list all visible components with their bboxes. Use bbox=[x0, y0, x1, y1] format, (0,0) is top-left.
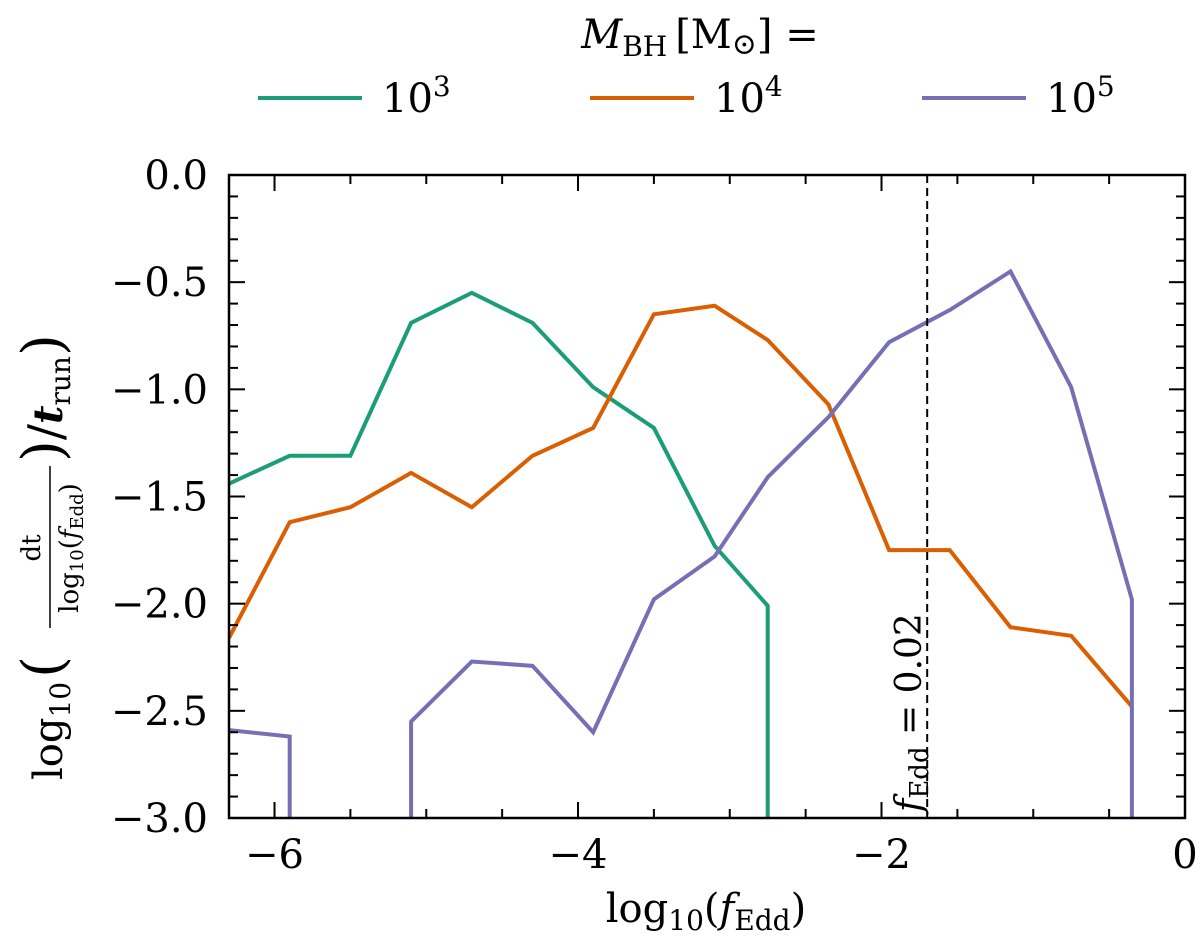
y-tick-label: −0.5 bbox=[111, 260, 208, 306]
y-label-denominator: log10(fEdd) bbox=[55, 483, 88, 613]
legend-label-1e3: 103 bbox=[382, 70, 451, 122]
x-tick-label: −2 bbox=[852, 832, 911, 878]
x-tick-label: 0 bbox=[1172, 832, 1197, 878]
x-tick-label: −6 bbox=[245, 832, 304, 878]
series-line-1e5 bbox=[409, 268, 1134, 818]
svg-text:)/trun): )/trun) bbox=[11, 334, 77, 462]
svg-text:log10(: log10( bbox=[11, 656, 77, 780]
legend-title: MBH [M⊙] = bbox=[580, 12, 819, 63]
y-axis-label: log10( dt log10(fEdd) )/trun) bbox=[11, 334, 88, 780]
legend-label-1e4: 104 bbox=[714, 70, 783, 122]
y-tick-label: −2.5 bbox=[111, 689, 208, 735]
y-tick-label: 0.0 bbox=[144, 153, 208, 199]
legend-label-1e5: 105 bbox=[1046, 70, 1115, 122]
y-tick-label: −1.0 bbox=[111, 367, 208, 413]
legend: MBH [M⊙] = 103 104 105 bbox=[258, 12, 1115, 122]
reference-line-label: fEdd = 0.02 bbox=[889, 613, 935, 815]
x-tick-label: −4 bbox=[549, 832, 608, 878]
series-line-1e5 bbox=[229, 728, 292, 818]
series-layer bbox=[229, 268, 1134, 818]
ticks: −6 −4 −2 0 0.0 −0.5 −1.0 −1.5 −2.0 −2.5 −3.0 bbox=[111, 153, 1198, 878]
y-tick-label: −3.0 bbox=[111, 796, 208, 842]
x-axis-label: log10(fEdd) bbox=[606, 886, 806, 937]
series-line-1e3 bbox=[229, 290, 770, 818]
y-label-numerator: dt bbox=[17, 534, 47, 562]
series-line-1e4 bbox=[229, 303, 1134, 708]
plot-frame bbox=[227, 173, 1187, 820]
y-tick-label: −2.0 bbox=[111, 582, 208, 628]
y-tick-label: −1.5 bbox=[111, 475, 208, 521]
